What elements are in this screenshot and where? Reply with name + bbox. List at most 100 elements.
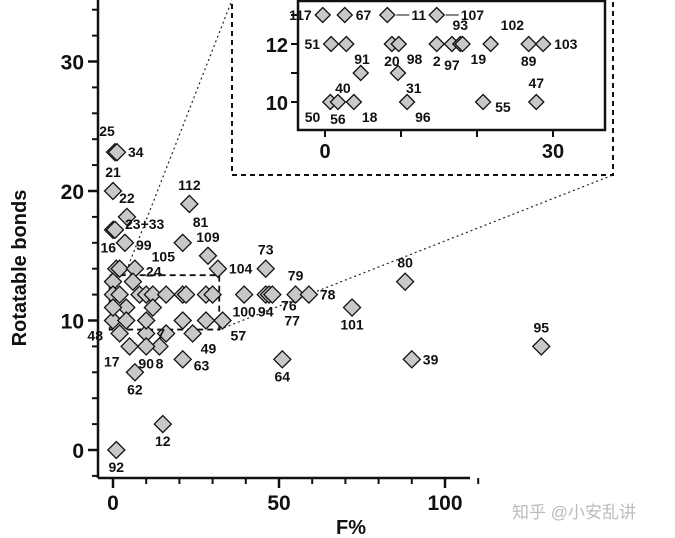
data-point	[531, 336, 551, 356]
inset-data-point	[336, 6, 354, 24]
inset-data-point	[428, 6, 446, 24]
inset-data-point-label: 117	[289, 7, 312, 23]
data-point-label: 105	[152, 249, 176, 265]
inset-data-point	[337, 35, 355, 53]
data-point	[176, 285, 196, 305]
inset-data-point-label: 107	[461, 7, 485, 23]
inset-data-point	[329, 93, 347, 111]
inset-x-tick-label: 30	[542, 141, 564, 163]
data-point-label: 92	[109, 459, 125, 475]
data-point	[156, 285, 176, 305]
zoom-connector	[124, 0, 233, 276]
inset-border	[231, 0, 614, 176]
inset-data-point	[345, 93, 363, 111]
inset-data-point-label: 47	[528, 75, 544, 91]
data-point-label: 101	[340, 317, 364, 333]
data-point-label: 64	[275, 368, 291, 384]
y-tick-label: 20	[61, 181, 84, 204]
inset-data-point	[428, 35, 446, 53]
inset-data-point	[534, 35, 552, 53]
data-point-label: 81	[193, 214, 209, 230]
data-point	[342, 298, 362, 317]
data-point	[153, 414, 173, 434]
inset-data-point	[352, 64, 370, 82]
data-point	[203, 285, 223, 305]
inset-data-point-label: 20	[384, 53, 400, 69]
inset-x-tick-label: 0	[319, 141, 330, 163]
inset-data-point	[482, 35, 500, 53]
data-point-label: 48	[87, 328, 103, 344]
inset-data-point-label: 56	[330, 111, 346, 127]
data-point-label: 7	[157, 325, 165, 341]
data-point-label: 22	[119, 190, 135, 206]
data-point	[107, 142, 127, 162]
data-point	[234, 285, 254, 305]
data-point-label: 57	[231, 328, 247, 344]
x-tick-label: 100	[427, 492, 462, 515]
inset-frame	[296, 0, 607, 132]
inset-data-point-label: 103	[554, 36, 578, 52]
data-point	[179, 194, 199, 214]
inset-data-point-label: 98	[407, 51, 423, 67]
inset-data-point	[314, 6, 332, 24]
inset-data-point-label: 50	[305, 109, 321, 125]
zoom-connector-lines	[124, 0, 614, 331]
data-point-label: 109	[196, 229, 220, 245]
data-point	[395, 272, 415, 292]
data-point	[143, 298, 163, 317]
inset-data-point	[474, 93, 492, 111]
data-point	[173, 311, 193, 330]
data-point-label: 63	[194, 357, 210, 373]
data-point-label: 76	[281, 298, 297, 314]
x-axis-title: F%	[336, 517, 366, 538]
data-point	[110, 259, 130, 279]
inset-data-point-label: 2	[433, 53, 441, 69]
data-point	[103, 181, 123, 201]
data-point-label: 34	[128, 144, 144, 160]
y-axis-title: Rotatable bonds	[9, 190, 31, 347]
data-point	[196, 311, 216, 330]
data-point	[173, 233, 193, 253]
data-point-label: 8	[156, 355, 164, 371]
inset-data-point	[322, 35, 340, 53]
data-point	[136, 336, 156, 356]
inset-data-point-label: 18	[362, 109, 378, 125]
data-point	[150, 336, 169, 356]
inset-data-point-label: 51	[305, 36, 321, 52]
data-point	[116, 311, 136, 330]
x-tick-label: 0	[107, 492, 119, 515]
data-point	[286, 285, 306, 305]
data-point	[156, 324, 176, 343]
inset-data-point-label: 40	[335, 80, 351, 96]
data-point-label: 95	[533, 319, 549, 335]
inset-data-point-label: 55	[495, 99, 511, 115]
data-point-label: 100	[232, 304, 256, 320]
y-tick-label: 0	[72, 440, 84, 463]
inset-data-point	[398, 93, 416, 111]
inset-data-point	[390, 35, 408, 53]
data-point-label: 73	[258, 242, 274, 258]
inset-y-tick-label: 12	[266, 35, 288, 57]
data-point-label: 24	[146, 264, 162, 280]
data-point	[105, 220, 125, 240]
data-point-label: 77	[284, 313, 300, 329]
data-point	[183, 324, 203, 343]
inset-data-point-label: 31	[406, 80, 422, 96]
inset-data-point-label: 19	[471, 51, 487, 67]
data-point-label: 104	[229, 261, 253, 277]
inset-data-point	[454, 35, 471, 53]
data-point	[213, 311, 232, 330]
data-point-label: 78	[320, 287, 336, 303]
inset-data-point-label: 97	[444, 57, 460, 73]
data-point-label: 80	[397, 255, 413, 271]
data-point	[110, 285, 130, 305]
inset-data-point-label: 11	[411, 7, 426, 23]
y-tick-label: 10	[61, 311, 84, 334]
inset-y-tick-label: 10	[266, 93, 288, 115]
data-point-label: 12	[155, 433, 171, 449]
data-point-label: 94	[258, 304, 274, 320]
inset-data-point-label: 89	[521, 53, 537, 69]
data-point-label: 49	[201, 340, 217, 356]
data-point	[136, 311, 156, 330]
